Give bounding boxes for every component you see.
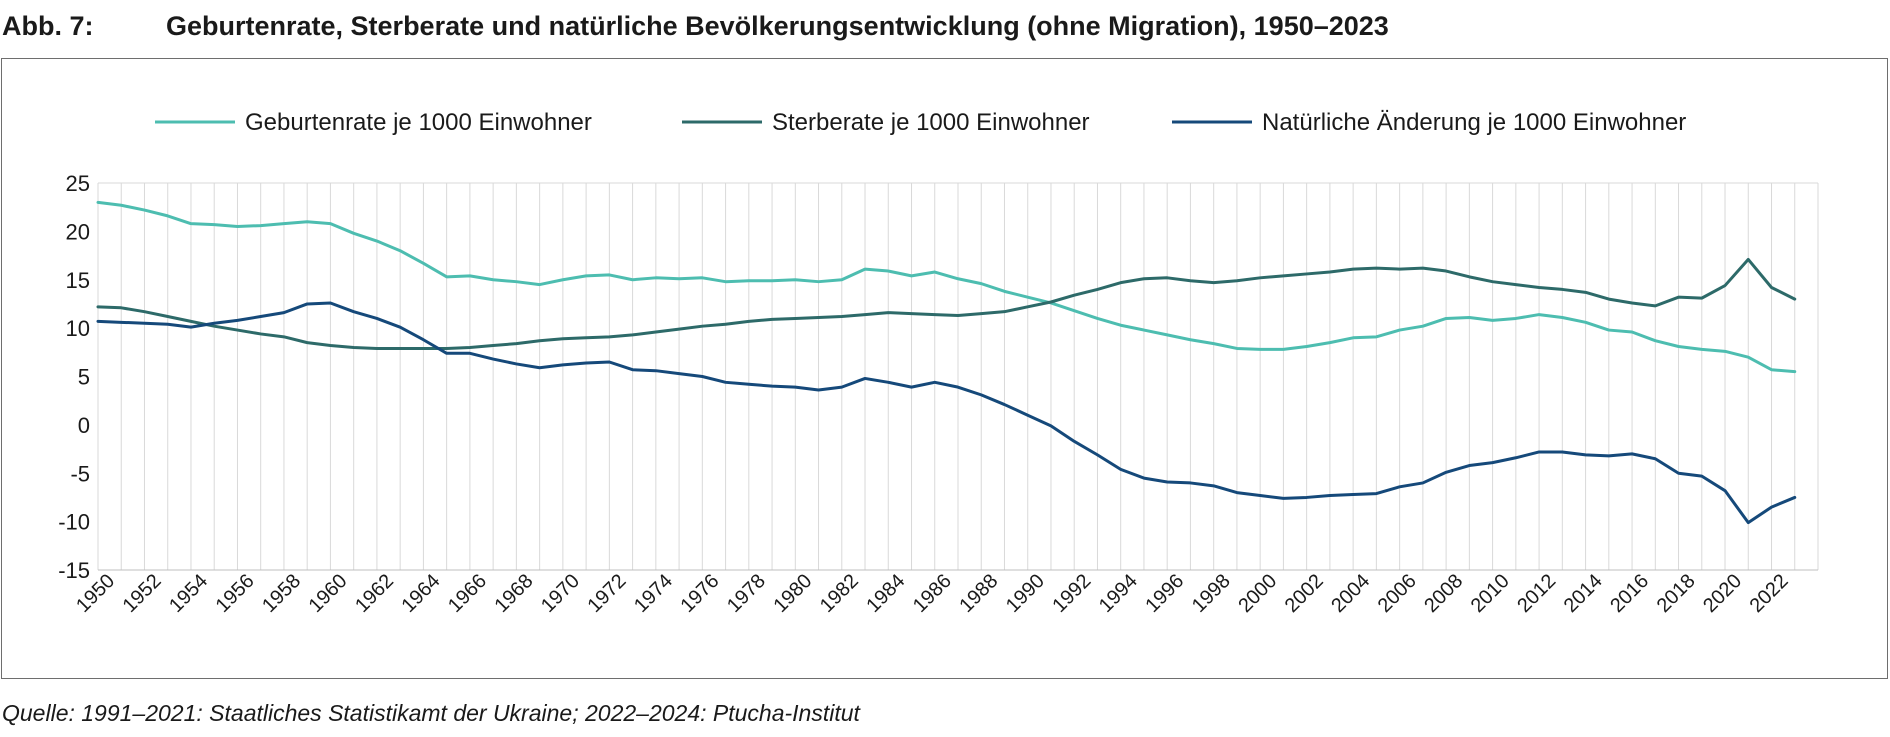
series-line-3 [96, 301, 1797, 525]
x-tick-label: 2020 [1699, 570, 1746, 617]
x-tick-label: 2002 [1281, 570, 1328, 617]
x-tick-label: 1984 [862, 570, 909, 617]
series-line-2 [96, 257, 1797, 350]
line-chart: 25 20 15 10 5 0 -5 -10 -15 1950 1952 1954 1956 1958 1… [58, 109, 1819, 617]
y-tick-label: 15 [66, 268, 90, 293]
series-lines [96, 200, 1797, 525]
x-tick-label: 2010 [1467, 570, 1514, 617]
x-tick-label: 1976 [676, 570, 723, 617]
x-tick-label: 2014 [1560, 570, 1607, 617]
y-tick-label: 10 [66, 316, 90, 341]
x-tick-label: 1982 [816, 570, 863, 617]
x-tick-label: 1994 [1095, 570, 1142, 617]
figure-title: Abb. 7: Geburtenrate, Sterberate und nat… [0, 6, 1890, 46]
x-tick-label: 1962 [351, 570, 398, 617]
legend-label-2: Sterberate je 1000 Einwohner [772, 109, 1090, 136]
legend: Geburtenrate je 1000 Einwohner Sterberate… [155, 109, 1686, 136]
x-tick-label: 2004 [1327, 570, 1374, 617]
y-tick-label: 25 [66, 171, 90, 196]
x-tick-label: 1990 [1002, 570, 1049, 617]
y-axis: 25 20 15 10 5 0 -5 -10 -15 [58, 171, 90, 583]
x-tick-label: 1992 [1048, 570, 1095, 617]
x-tick-label: 1968 [491, 570, 538, 617]
x-tick-label: 1978 [723, 570, 770, 617]
series-line-1 [96, 200, 1797, 374]
x-tick-label: 1964 [398, 570, 445, 617]
x-tick-label: 2012 [1513, 570, 1560, 617]
x-tick-label: 1952 [119, 570, 166, 617]
x-tick-label: 1980 [769, 570, 816, 617]
x-tick-label: 1974 [630, 570, 677, 617]
x-tick-label: 1972 [583, 570, 630, 617]
x-tick-label: 1954 [165, 570, 212, 617]
figure-title-text: Geburtenrate, Sterberate und natürliche … [166, 11, 1389, 41]
y-tick-label: 20 [66, 219, 90, 244]
x-tick-label: 1970 [537, 570, 584, 617]
legend-label-3: Natürliche Änderung je 1000 Einwohner [1262, 109, 1686, 136]
y-tick-label: -10 [58, 510, 90, 535]
x-tick-label: 1956 [212, 570, 259, 617]
x-tick-label: 2016 [1606, 570, 1653, 617]
figure-label: Abb. 7: [2, 11, 94, 41]
x-tick-label: 2006 [1374, 570, 1421, 617]
x-tick-label: 1960 [305, 570, 352, 617]
y-tick-label: -5 [70, 461, 90, 486]
y-tick-label: 5 [78, 365, 90, 390]
x-tick-label: 2022 [1746, 570, 1793, 617]
x-tick-label: 1996 [1141, 570, 1188, 617]
chart-frame [1, 58, 1888, 679]
chart-grid [97, 182, 1819, 571]
x-tick-label: 2008 [1420, 570, 1467, 617]
x-tick-label: 1998 [1188, 570, 1235, 617]
x-tick-label: 1988 [955, 570, 1002, 617]
y-tick-label: 0 [78, 413, 90, 438]
x-axis: 1950 1952 1954 1956 1958 1960 1962 1964 1966 1968… [72, 570, 1793, 617]
x-tick-label: 2000 [1234, 570, 1281, 617]
x-tick-label: 1966 [444, 570, 491, 617]
source-note: Quelle: 1991–2021: Staatliches Statistik… [2, 700, 860, 726]
x-tick-label: 2018 [1653, 570, 1700, 617]
x-tick-label: 1986 [909, 570, 956, 617]
x-tick-label: 1958 [258, 570, 305, 617]
y-tick-label: -15 [58, 558, 90, 583]
legend-label-1: Geburtenrate je 1000 Einwohner [245, 109, 592, 136]
